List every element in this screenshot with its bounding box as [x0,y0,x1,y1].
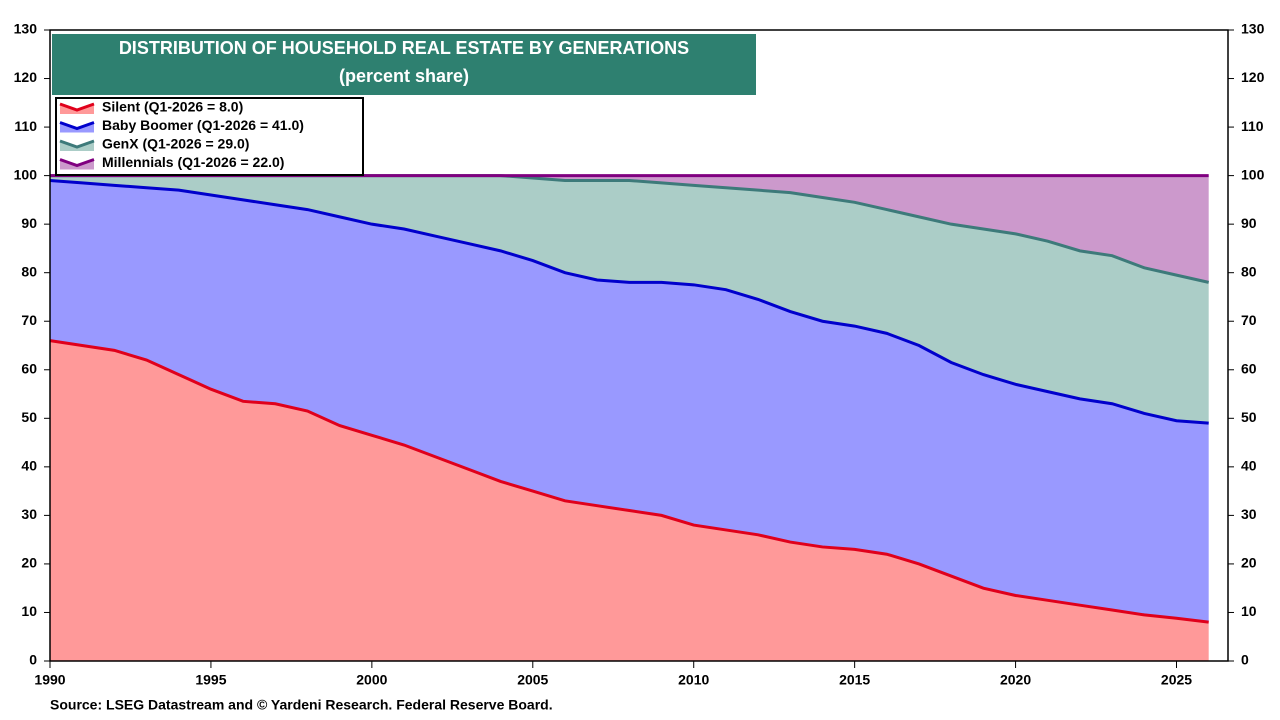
y2-tick-label: 70 [1241,312,1257,328]
y-tick-label: 0 [29,652,37,668]
y2-tick-label: 60 [1241,360,1257,376]
legend-label: Baby Boomer (Q1-2026 = 41.0) [102,117,304,133]
series-line [49,178,1209,425]
legend-line [59,102,95,112]
x-tick-label: 2025 [1161,672,1192,688]
plot-area [49,174,1210,661]
x-tick-label: 1990 [34,672,65,688]
source-note: Source: LSEG Datastream and © Yardeni Re… [50,697,553,713]
y2-tick-label: 110 [1241,118,1264,134]
legend-label: Silent (Q1-2026 = 8.0) [102,99,243,115]
legend-line [59,121,95,131]
y-tick-label: 120 [14,69,38,85]
legend-swatch [60,141,94,151]
y-tick-label: 20 [21,555,37,571]
y-tick-label: 90 [21,215,37,231]
legend-swatch [60,159,94,170]
y-tick-label: 80 [21,263,37,279]
legend-swatch [60,122,94,133]
y2-tick-label: 130 [1241,21,1265,37]
area-fill [50,175,1209,424]
legend-box [55,97,364,176]
chart-title: DISTRIBUTION OF HOUSEHOLD REAL ESTATE BY… [119,38,689,58]
plot-frame [49,29,1229,662]
y-tick-label: 60 [21,360,37,376]
legend-label: Millennials (Q1-2026 = 22.0) [102,154,284,170]
y-tick-label: 110 [14,118,37,134]
y2-tick-label: 10 [1241,603,1257,619]
y-tick-label: 40 [21,458,37,474]
x-tick-label: 2005 [517,672,548,688]
x-tick-label: 1995 [195,672,226,688]
y-tick-label: 30 [21,506,37,522]
y-tick-label: 10 [21,603,37,619]
legend-label: GenX (Q1-2026 = 29.0) [102,136,249,152]
y-tick-label: 50 [21,409,37,425]
x-tick-label: 2015 [839,672,870,688]
x-tick-label: 2020 [1000,672,1031,688]
x-tick-label: 2000 [356,672,387,688]
x-tick-label: 2010 [678,672,709,688]
y-tick-label: 100 [14,166,38,182]
legend: Silent (Q1-2026 = 8.0) Baby Boomer (Q1-20… [55,97,364,176]
series-line [49,339,1209,624]
y2-tick-label: 50 [1241,409,1257,425]
legend-line [59,139,95,149]
y2-tick-label: 20 [1241,555,1257,571]
y2-tick-label: 0 [1241,652,1249,668]
legend-swatch [60,104,94,114]
area-fill [50,180,1209,623]
y2-tick-label: 90 [1241,215,1257,231]
area-fill [50,175,1209,283]
y2-tick-label: 120 [1241,69,1265,85]
y-tick-label: 70 [21,312,37,328]
title-box [52,34,756,95]
y2-tick-label: 30 [1241,506,1257,522]
y2-tick-label: 40 [1241,458,1257,474]
y-tick-label: 130 [14,21,38,37]
y2-tick-label: 100 [1241,166,1265,182]
legend-line [59,158,95,168]
y2-tick-label: 80 [1241,263,1257,279]
area-fill [50,340,1209,661]
chart-subtitle: (percent share) [339,66,469,86]
